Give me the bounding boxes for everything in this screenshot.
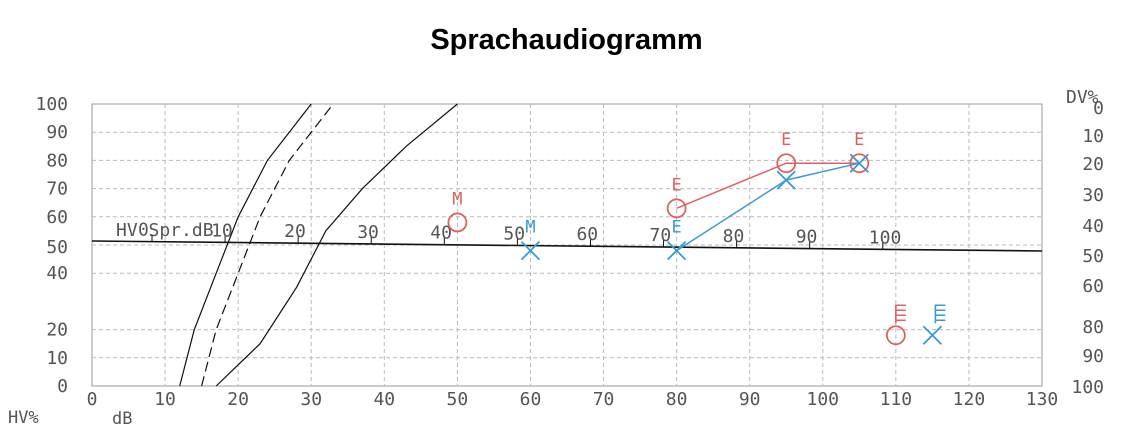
data-point-circle [776, 153, 797, 174]
data-point-cross [666, 241, 687, 261]
right-axis-tick-label: 50 [1082, 246, 1104, 267]
x-axis-tick-label: 0 [87, 389, 98, 410]
data-point-label: E [671, 218, 681, 238]
right-axis-tick-label: 0 [1093, 98, 1104, 119]
data-point-circle [447, 212, 468, 233]
left-axis-tick-label: 100 [35, 94, 68, 115]
hv-axis-tick-label: 40 [430, 223, 452, 244]
data-point-label: E [854, 130, 864, 150]
hv-speech-db-axis: HV Spr.dB0 10 20 30 40 50 60 70 80 90 100 [91, 220, 1043, 252]
comb-symbol-icon [934, 304, 946, 324]
right-axis-label: DV% [1066, 87, 1099, 108]
data-point-cross [849, 153, 869, 173]
x-axis-tick-label: 100 [807, 389, 840, 410]
hv-axis-tick-label: 20 [284, 221, 306, 242]
data-point-cross [776, 170, 796, 190]
symbol-point-circle [885, 325, 906, 346]
data-point-circle [849, 153, 870, 174]
x-axis-tick-label: 50 [447, 389, 469, 410]
x-axis-tick-label: 40 [373, 389, 395, 410]
hv-axis-tick-label: 60 [576, 224, 598, 245]
left-axis-tick-label: 10 [46, 348, 68, 369]
data-point-label: M [525, 218, 535, 238]
left-axis-label: HV% [8, 408, 39, 428]
left-axis-tick-label: 70 [46, 179, 68, 200]
hv-axis-tick-label: 30 [357, 222, 379, 243]
right-axis-tick-label: 10 [1082, 126, 1104, 147]
right-axis-tick-label: 80 [1082, 317, 1104, 338]
hv-axis-line [91, 240, 1043, 252]
left-axis-tick-label: 0 [57, 376, 68, 397]
data-point-label: E [781, 130, 791, 150]
x-axis-label: dB [112, 409, 132, 429]
comb-symbol-icon [895, 304, 906, 324]
axis-labels: 01020405060708090100HV%01020304050608090… [8, 87, 1104, 429]
normal-curve-solid-left [179, 103, 312, 387]
x-axis-tick-label: 130 [1026, 389, 1059, 410]
right-axis-tick-label: 20 [1082, 154, 1104, 175]
data-point-cross [520, 241, 541, 261]
x-axis-tick-label: 30 [300, 389, 322, 410]
right-axis-tick-label: 60 [1082, 276, 1104, 297]
grid [91, 103, 1043, 387]
left-axis-tick-label: 40 [46, 263, 68, 284]
hv-axis-tick-label: 100 [869, 227, 902, 248]
right-axis-tick-label: 90 [1082, 346, 1104, 367]
normal-curve-solid-right [215, 103, 458, 387]
x-axis-tick-label: 110 [880, 389, 913, 410]
x-axis-tick-label: 20 [227, 389, 249, 410]
hv-axis-tick-label: 10 [211, 220, 233, 241]
symbol-point-cross [922, 325, 943, 345]
right-axis-tick-label: 40 [1082, 216, 1104, 237]
left-axis-tick-label: 20 [46, 320, 68, 341]
hv-axis-tick-label: 0 [138, 220, 149, 241]
normal-curve-dashed [201, 103, 334, 387]
chart-title: Sprachaudiogramm [430, 24, 703, 56]
x-axis-tick-label: 10 [154, 389, 176, 410]
hv-axis-tick-label: 90 [796, 227, 818, 248]
left-axis-tick-label: 90 [46, 122, 68, 143]
series-connector-line [676, 162, 860, 252]
x-axis-tick-label: 90 [739, 389, 761, 410]
data-point-label: E [671, 175, 681, 195]
series: M E E E M E [447, 130, 946, 346]
hv-axis-tick-label: 70 [650, 225, 672, 246]
normal-curves [179, 103, 458, 387]
x-axis-tick-label: 60 [520, 389, 542, 410]
series-connector-line [676, 162, 860, 209]
hv-axis-tick-label: 50 [503, 223, 525, 244]
x-axis-tick-label: 70 [593, 389, 615, 410]
x-axis-tick-label: 120 [953, 389, 986, 410]
hv-axis-tick-label: 80 [723, 226, 745, 247]
left-axis-tick-label: 80 [46, 150, 68, 171]
right-axis-tick-label: 100 [1071, 377, 1104, 398]
left-axis-tick-label: 60 [46, 207, 68, 228]
right-axis-tick-label: 30 [1082, 185, 1104, 206]
data-point-circle [666, 198, 687, 219]
left-axis-tick-label: 50 [46, 237, 68, 258]
x-axis-tick-label: 80 [666, 389, 688, 410]
data-point-label: M [452, 189, 462, 209]
hv-axis-label: HV Spr.dB [116, 220, 214, 241]
